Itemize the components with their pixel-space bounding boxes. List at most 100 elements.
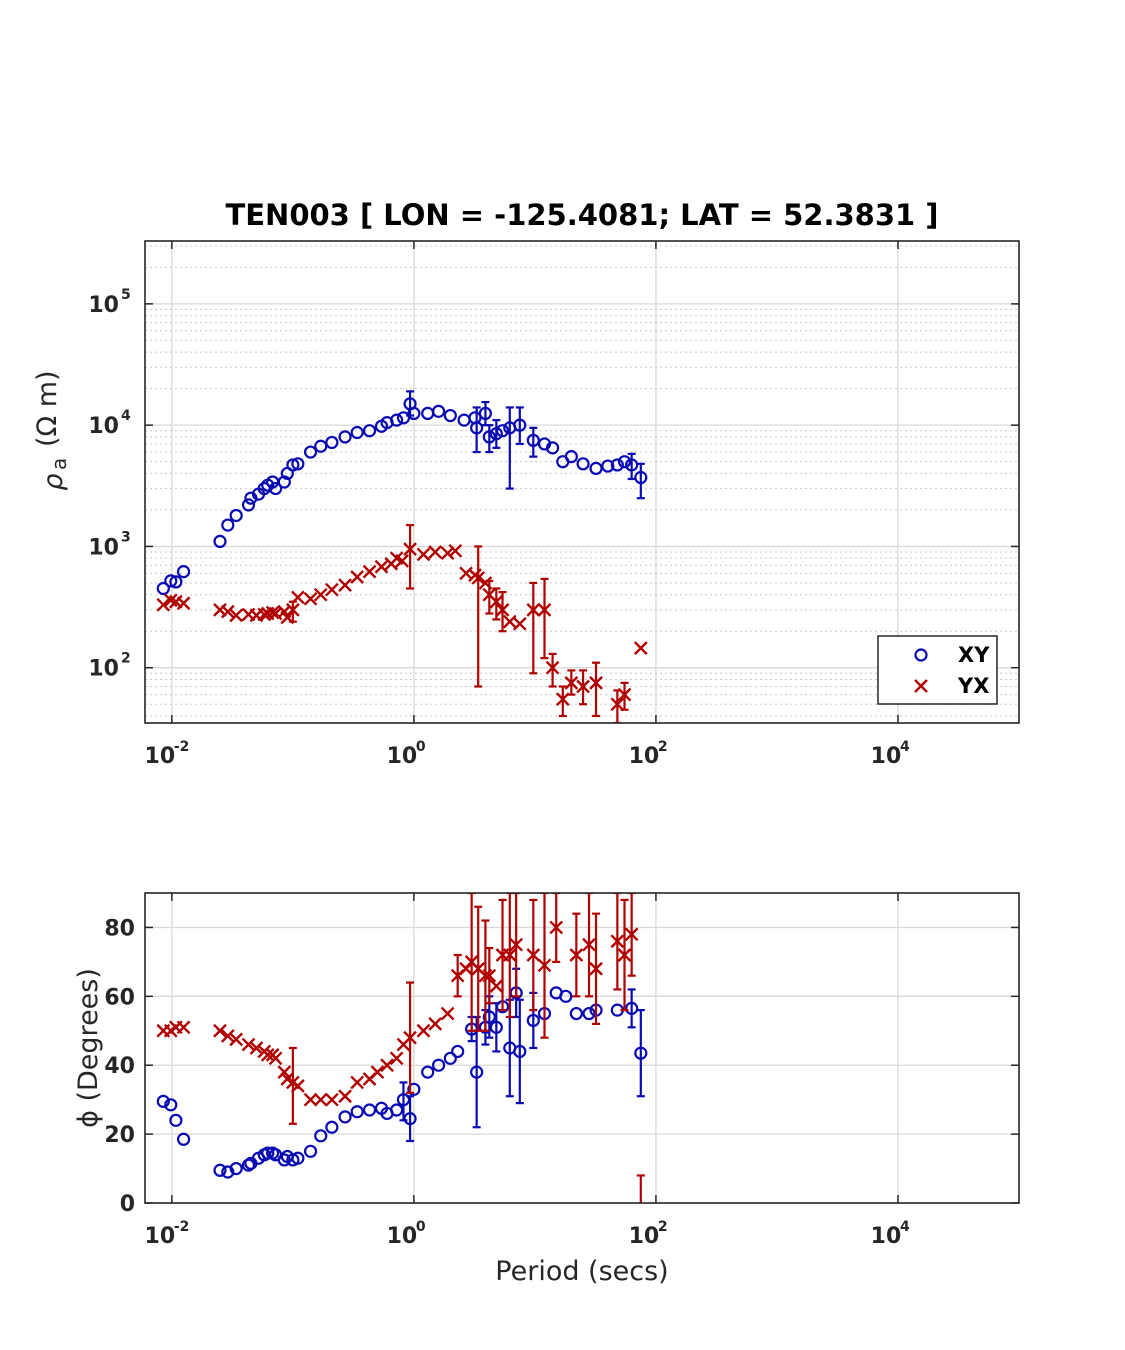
data-point-yx [582, 937, 596, 952]
data-point-xy [338, 1110, 352, 1124]
x-marker-stroke [624, 927, 639, 942]
x-marker-stroke [389, 551, 404, 566]
data-point-xy [350, 1105, 364, 1119]
x-marker-stroke [380, 1058, 394, 1073]
data-point-xy [213, 534, 227, 549]
data-point-xy [362, 1103, 377, 1117]
x-marker-stroke [268, 606, 283, 621]
data-point-xy [390, 1103, 404, 1117]
x-marker-stroke [564, 676, 579, 690]
data-point-xy [169, 575, 183, 589]
data-point-xy [156, 581, 170, 596]
data-point-xy [291, 1151, 305, 1165]
x-marker-stroke [265, 605, 280, 620]
data-point-yx [338, 1089, 352, 1104]
x-marker-stroke [403, 542, 417, 556]
data-point-yx [617, 687, 632, 702]
x-marker-stroke [220, 1029, 235, 1043]
error-bar [485, 579, 494, 615]
x-marker-stroke [229, 608, 244, 623]
error-bar [406, 523, 415, 590]
x-tick-label: 10 [145, 744, 176, 769]
data-point-xy [526, 433, 540, 447]
x-tick-label: 10 [387, 1224, 418, 1249]
x-marker-stroke [303, 1092, 318, 1107]
y-tick-label: 60 [104, 985, 135, 1010]
data-point-yx [576, 679, 590, 694]
data-point-yx [403, 1030, 417, 1045]
data-point-yx [440, 546, 455, 561]
data-point-yx [374, 559, 389, 574]
data-point-yx [249, 1041, 264, 1055]
error-bar [540, 577, 549, 660]
error-bar [627, 988, 636, 1029]
error-bar [474, 545, 483, 688]
data-layer [156, 893, 648, 1203]
x-marker-stroke [440, 546, 455, 561]
error-bar [485, 424, 494, 454]
data-point-yx [350, 570, 365, 584]
x-marker-stroke [478, 576, 493, 590]
data-point-yx [229, 608, 244, 623]
data-point-xy [396, 411, 411, 425]
x-marker-stroke [249, 1041, 264, 1055]
error-bar [406, 390, 415, 417]
data-point-yx [545, 660, 560, 675]
data-point-yx [380, 1058, 394, 1073]
data-point-xy [470, 421, 484, 435]
data-point-yx [416, 1023, 431, 1038]
data-point-yx [370, 1065, 385, 1079]
data-point-xy [482, 1010, 496, 1024]
data-point-xy [325, 1120, 339, 1134]
data-point-xy [610, 458, 624, 472]
data-point-xy [291, 457, 305, 471]
x-marker-stroke [633, 641, 648, 655]
error-bar [592, 661, 601, 718]
data-point-yx [610, 697, 625, 712]
data-point-yx [537, 602, 552, 617]
data-point-yx [338, 578, 352, 592]
x-tick-label-exponent: 2 [658, 1219, 668, 1235]
x-marker-stroke [509, 937, 524, 952]
x-marker-stroke [277, 604, 292, 619]
ticks [145, 241, 1019, 723]
x-marker-stroke [428, 1017, 443, 1031]
data-point-xy [589, 461, 603, 475]
x-marker-stroke [526, 602, 541, 617]
x-marker-stroke [241, 1037, 256, 1052]
x-marker-stroke [220, 604, 235, 619]
data-point-yx [502, 614, 517, 629]
legend-box [877, 635, 998, 705]
data-point-yx [286, 602, 300, 617]
x-marker-stroke [163, 593, 178, 608]
error-bar [505, 406, 514, 490]
data-point-xy [545, 441, 560, 455]
data-point-xy [625, 1001, 639, 1015]
data-point-xy [396, 1093, 411, 1107]
data-point-yx [303, 1092, 318, 1107]
data-point-xy [576, 457, 590, 471]
x-marker-stroke [213, 602, 227, 617]
data-point-yx [569, 948, 584, 962]
data-point-yx [220, 1029, 235, 1043]
data-point-xy [513, 418, 527, 432]
x-marker-stroke [325, 1092, 339, 1107]
data-point-xy [229, 1161, 243, 1176]
data-point-xy [169, 1113, 183, 1127]
data-point-xy [421, 1065, 435, 1079]
y-tick-label: 10 [88, 535, 119, 560]
data-point-yx [471, 571, 486, 585]
grid [145, 241, 1019, 723]
series-yx [156, 893, 645, 1203]
error-bar [472, 406, 481, 454]
data-point-yx [325, 582, 339, 597]
x-marker-stroke [325, 582, 339, 597]
x-tick-label: 10 [145, 1224, 176, 1249]
resistivity-y-axis-units-text: (Ω m) [32, 370, 63, 447]
data-point-yx [265, 605, 280, 620]
resistivity-y-axis-unit: a [47, 458, 71, 470]
data-point-xy [482, 430, 496, 444]
data-point-yx [448, 543, 463, 558]
data-point-xy [176, 565, 191, 579]
